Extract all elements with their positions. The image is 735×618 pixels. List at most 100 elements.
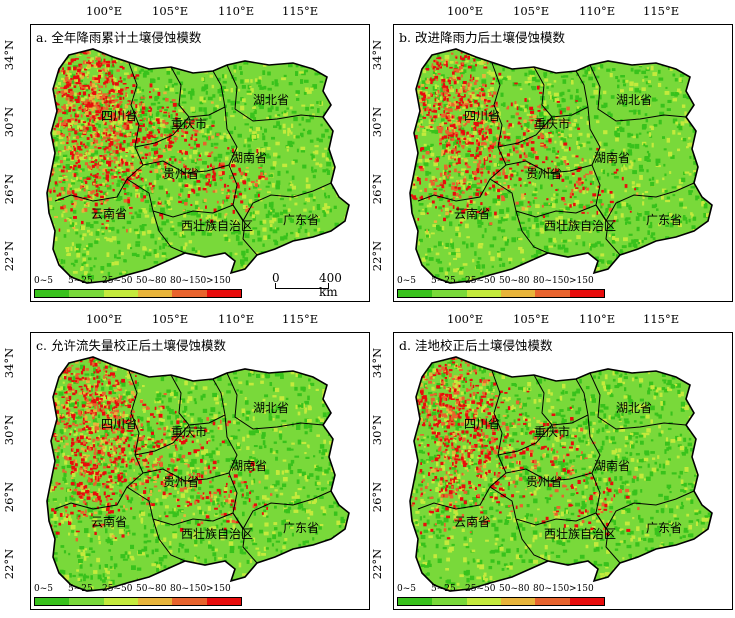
raster-cell: [455, 226, 460, 232]
raster-cell: [503, 193, 508, 199]
raster-cell: [276, 57, 279, 62]
raster-cell: [75, 250, 79, 254]
raster-cell: [118, 128, 121, 132]
raster-cell: [440, 59, 444, 61]
raster-cell: [611, 239, 616, 244]
raster-cell: [112, 60, 116, 63]
raster-cell: [306, 197, 311, 203]
raster-cell: [464, 162, 468, 166]
raster-cell: [161, 106, 165, 109]
raster-cell: [708, 164, 712, 168]
raster-cell: [548, 53, 552, 58]
raster-cell: [166, 158, 169, 163]
raster-cell: [462, 182, 466, 185]
raster-cell: [272, 229, 278, 234]
raster-cell: [509, 167, 513, 170]
raster-cell: [102, 182, 105, 186]
raster-cell: [92, 77, 95, 80]
raster-cell: [604, 272, 607, 276]
raster-cell: [455, 119, 458, 122]
raster-cell: [48, 114, 52, 117]
raster-cell: [437, 73, 441, 75]
raster-cell: [254, 210, 260, 215]
raster-cell: [457, 93, 460, 97]
raster-cell: [153, 249, 157, 254]
raster-cell: [181, 199, 187, 204]
raster-cell: [677, 250, 682, 254]
raster-cell: [56, 110, 59, 114]
raster-cell: [130, 192, 133, 197]
raster-cell: [70, 80, 75, 84]
raster-cell: [163, 128, 169, 134]
raster-cell: [486, 133, 489, 137]
raster-cell: [464, 89, 468, 92]
raster-cell: [232, 172, 237, 176]
raster-cell: [55, 85, 61, 89]
raster-cell: [45, 61, 47, 63]
raster-cell: [611, 172, 615, 175]
raster-cell: [703, 213, 709, 218]
raster-cell: [68, 79, 72, 84]
raster-cell: [634, 52, 639, 58]
raster-cell: [481, 119, 484, 123]
raster-cell: [105, 128, 109, 132]
raster-cell: [538, 132, 541, 135]
raster-cell: [224, 236, 229, 241]
raster-cell: [545, 135, 549, 138]
raster-cell: [442, 176, 446, 180]
raster-cell: [118, 214, 121, 217]
raster-cell: [598, 199, 603, 204]
raster-cell: [425, 87, 428, 89]
raster-cell: [182, 230, 185, 236]
raster-cell: [607, 204, 611, 209]
raster-cell: [422, 129, 427, 133]
raster-cell: [122, 226, 126, 229]
raster-cell: [255, 127, 261, 132]
raster-cell: [198, 107, 203, 112]
raster-cell: [64, 60, 68, 64]
raster-cell: [66, 158, 71, 161]
raster-cell: [254, 262, 258, 267]
raster-cell: [85, 246, 90, 250]
raster-cell: [193, 55, 196, 59]
raster-cell: [429, 115, 433, 119]
raster-cell: [638, 65, 643, 68]
raster-cell: [623, 237, 628, 242]
raster-cell: [451, 244, 455, 249]
raster-cell: [439, 184, 443, 186]
raster-cell: [560, 75, 565, 78]
raster-cell: [427, 248, 432, 253]
raster-cell: [291, 110, 297, 114]
raster-cell: [277, 155, 281, 159]
raster-cell: [481, 264, 486, 269]
raster-cell: [509, 169, 512, 175]
raster-cell: [271, 182, 275, 188]
province-label-sichuan: 四川省: [101, 109, 138, 123]
raster-cell: [82, 143, 85, 146]
raster-cell: [434, 96, 439, 100]
raster-cell: [572, 61, 576, 65]
raster-cell: [145, 178, 147, 182]
raster-cell: [593, 115, 599, 119]
raster-cell: [119, 145, 122, 150]
raster-cell: [270, 173, 273, 178]
raster-cell: [516, 106, 519, 111]
raster-cell: [90, 81, 92, 84]
raster-cell: [175, 92, 179, 95]
raster-cell: [231, 107, 234, 111]
raster-cell: [615, 136, 619, 142]
raster-cell: [479, 133, 483, 138]
raster-cell: [559, 229, 562, 235]
raster-cell: [547, 167, 551, 170]
raster-cell: [466, 131, 469, 135]
raster-cell: [616, 128, 620, 132]
raster-cell: [97, 147, 102, 150]
raster-cell: [166, 219, 169, 223]
raster-cell: [252, 282, 257, 283]
raster-cell: [134, 67, 138, 72]
raster-cell: [129, 247, 133, 250]
raster-cell: [441, 229, 444, 232]
raster-cell: [420, 54, 424, 57]
raster-cell: [410, 242, 414, 246]
raster-cell: [125, 87, 129, 89]
